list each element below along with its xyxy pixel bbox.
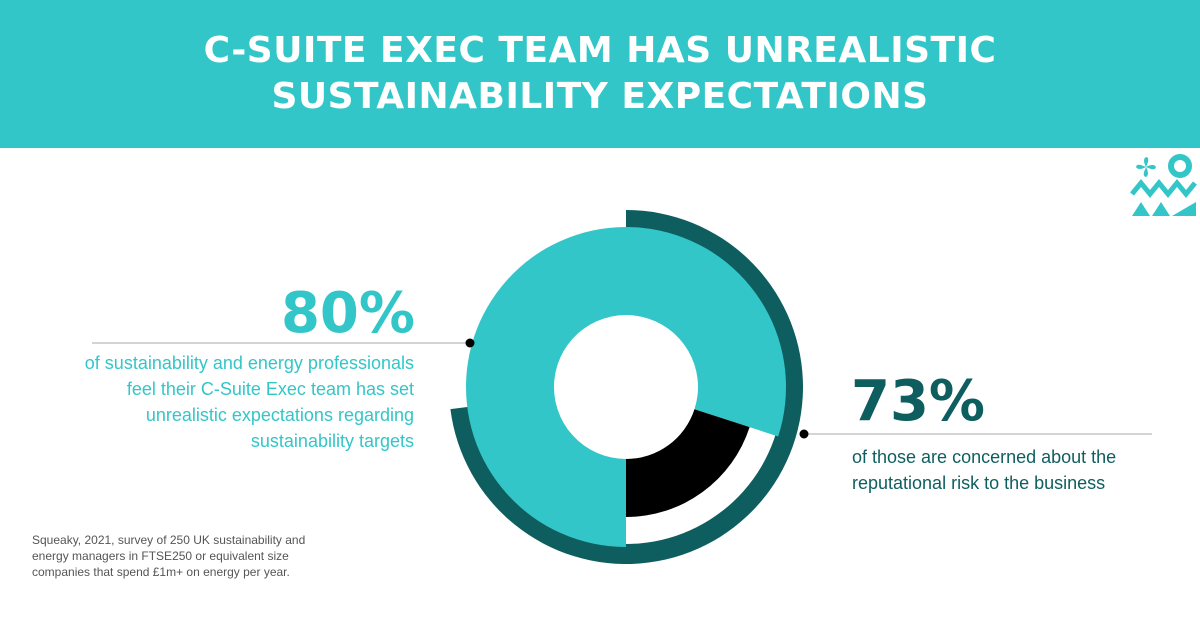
- stat-value-73: 73%: [851, 369, 986, 434]
- brand-logo-icon: [1130, 154, 1197, 216]
- header-banner: C-SUITE EXEC TEAM HAS UNREALISTIC SUSTAI…: [0, 0, 1200, 148]
- page-title: C-SUITE EXEC TEAM HAS UNREALISTIC SUSTAI…: [203, 30, 997, 117]
- leader-dot-left: [465, 338, 475, 348]
- ring-arc-80: [466, 226, 786, 547]
- ring-arc-20: [626, 409, 750, 517]
- leader-dot-right: [799, 429, 809, 439]
- stat-description-left: of sustainability and energy professiona…: [84, 353, 414, 451]
- source-note: Squeaky, 2021, survey of 250 UK sustaina…: [32, 533, 306, 579]
- stat-value-80: 80%: [280, 281, 415, 346]
- stat-description-right: of those are concerned about the reputat…: [852, 447, 1117, 493]
